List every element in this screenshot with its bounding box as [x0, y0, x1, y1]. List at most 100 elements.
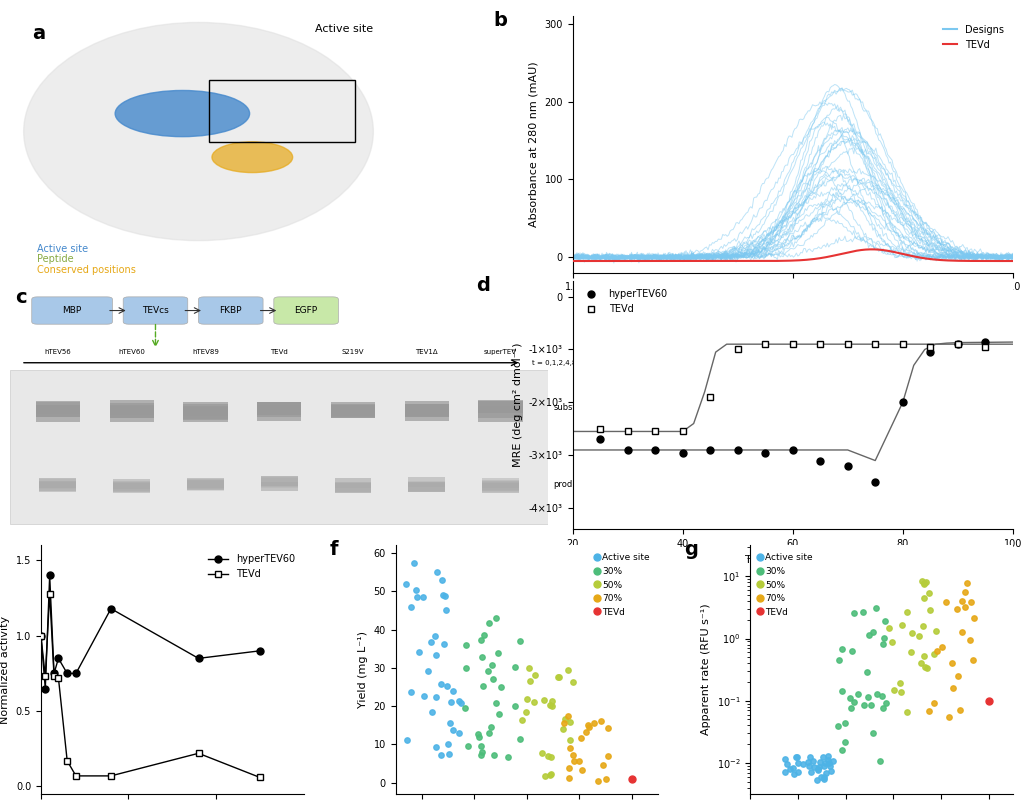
Text: f: f	[329, 541, 339, 559]
Point	[810, 763, 827, 776]
Point	[934, 641, 950, 654]
TEVd	[814, 339, 827, 349]
Point	[543, 751, 560, 764]
hyperTEV60	[39, 683, 51, 693]
hyperTEV60	[48, 669, 60, 678]
FancyBboxPatch shape	[123, 297, 188, 324]
FancyBboxPatch shape	[482, 480, 519, 490]
Point	[910, 630, 927, 642]
TEVd	[649, 427, 661, 436]
Point	[789, 751, 805, 764]
Point	[543, 700, 560, 713]
hyperTEV60	[951, 339, 964, 349]
Point	[483, 721, 499, 734]
Point	[567, 754, 583, 767]
Text: substrate: substrate	[553, 403, 593, 412]
FancyBboxPatch shape	[335, 482, 371, 492]
Point	[959, 577, 975, 589]
TEVd	[759, 339, 771, 349]
Text: Conserved positions: Conserved positions	[37, 265, 136, 274]
Point	[921, 705, 937, 718]
Point	[536, 694, 552, 707]
Point	[574, 764, 590, 776]
TEVd	[104, 771, 117, 780]
hyperTEV60	[704, 445, 716, 455]
Point	[913, 657, 929, 670]
Point	[428, 649, 444, 662]
Point	[872, 755, 888, 768]
Point	[820, 757, 837, 770]
Point	[599, 722, 616, 735]
Point	[777, 752, 794, 765]
Point	[861, 628, 878, 641]
Point	[914, 574, 930, 587]
FancyBboxPatch shape	[482, 482, 519, 492]
FancyBboxPatch shape	[187, 480, 224, 490]
Point	[476, 628, 492, 641]
Legend: Active site, 30%, 50%, 70%, TEVd: Active site, 30%, 50%, 70%, TEVd	[591, 550, 654, 620]
Point	[869, 687, 885, 700]
FancyBboxPatch shape	[36, 405, 80, 417]
Point	[815, 751, 832, 764]
Point	[424, 706, 440, 719]
TEVd	[896, 339, 908, 349]
FancyBboxPatch shape	[261, 477, 298, 487]
Point	[437, 589, 453, 602]
TEVd	[787, 339, 799, 349]
Ellipse shape	[116, 91, 250, 136]
FancyBboxPatch shape	[479, 400, 523, 413]
FancyBboxPatch shape	[479, 401, 523, 413]
FancyBboxPatch shape	[335, 483, 371, 492]
TEVd	[676, 427, 688, 436]
Text: MBP: MBP	[62, 306, 82, 315]
TEVd	[731, 345, 744, 354]
hyperTEV60	[104, 604, 117, 614]
Point	[822, 759, 839, 772]
Point	[440, 738, 456, 751]
Text: hTEV56: hTEV56	[45, 350, 72, 355]
Point	[805, 755, 821, 768]
TEVd	[704, 392, 716, 402]
Point	[826, 755, 842, 768]
Text: hTEV89: hTEV89	[192, 350, 219, 355]
Point	[557, 716, 573, 729]
hyperTEV60	[759, 448, 771, 457]
Point	[474, 746, 490, 759]
TEVd	[254, 772, 266, 782]
hyperTEV60	[649, 445, 661, 455]
Point	[438, 604, 454, 617]
Point	[944, 656, 961, 669]
Point	[816, 756, 833, 769]
FancyBboxPatch shape	[405, 408, 449, 421]
Y-axis label: Apparent rate (RFU s⁻¹): Apparent rate (RFU s⁻¹)	[701, 604, 711, 735]
FancyBboxPatch shape	[335, 478, 371, 488]
Point	[806, 760, 822, 773]
Text: Active site: Active site	[315, 24, 372, 34]
Point	[555, 722, 572, 735]
Point	[544, 695, 561, 707]
hyperTEV60	[979, 337, 991, 346]
FancyBboxPatch shape	[109, 403, 153, 415]
FancyBboxPatch shape	[405, 404, 449, 417]
Point	[473, 634, 489, 646]
Text: S219V: S219V	[342, 350, 364, 355]
Point	[864, 626, 881, 638]
FancyBboxPatch shape	[257, 403, 302, 415]
Point	[965, 654, 981, 666]
FancyBboxPatch shape	[335, 482, 371, 492]
Point	[543, 768, 560, 780]
Legend: hyperTEV60, TEVd: hyperTEV60, TEVd	[578, 286, 672, 318]
Legend: hyperTEV60, TEVd: hyperTEV60, TEVd	[205, 550, 299, 583]
Text: product: product	[553, 480, 586, 489]
Point	[411, 646, 428, 658]
Point	[957, 585, 973, 598]
Point	[779, 758, 795, 771]
Point	[786, 768, 802, 780]
Point	[518, 706, 534, 719]
Line: hyperTEV60: hyperTEV60	[38, 572, 263, 692]
Point	[561, 761, 577, 774]
Point	[491, 707, 507, 720]
Point	[862, 699, 879, 711]
FancyBboxPatch shape	[479, 406, 523, 418]
Point	[581, 720, 597, 733]
